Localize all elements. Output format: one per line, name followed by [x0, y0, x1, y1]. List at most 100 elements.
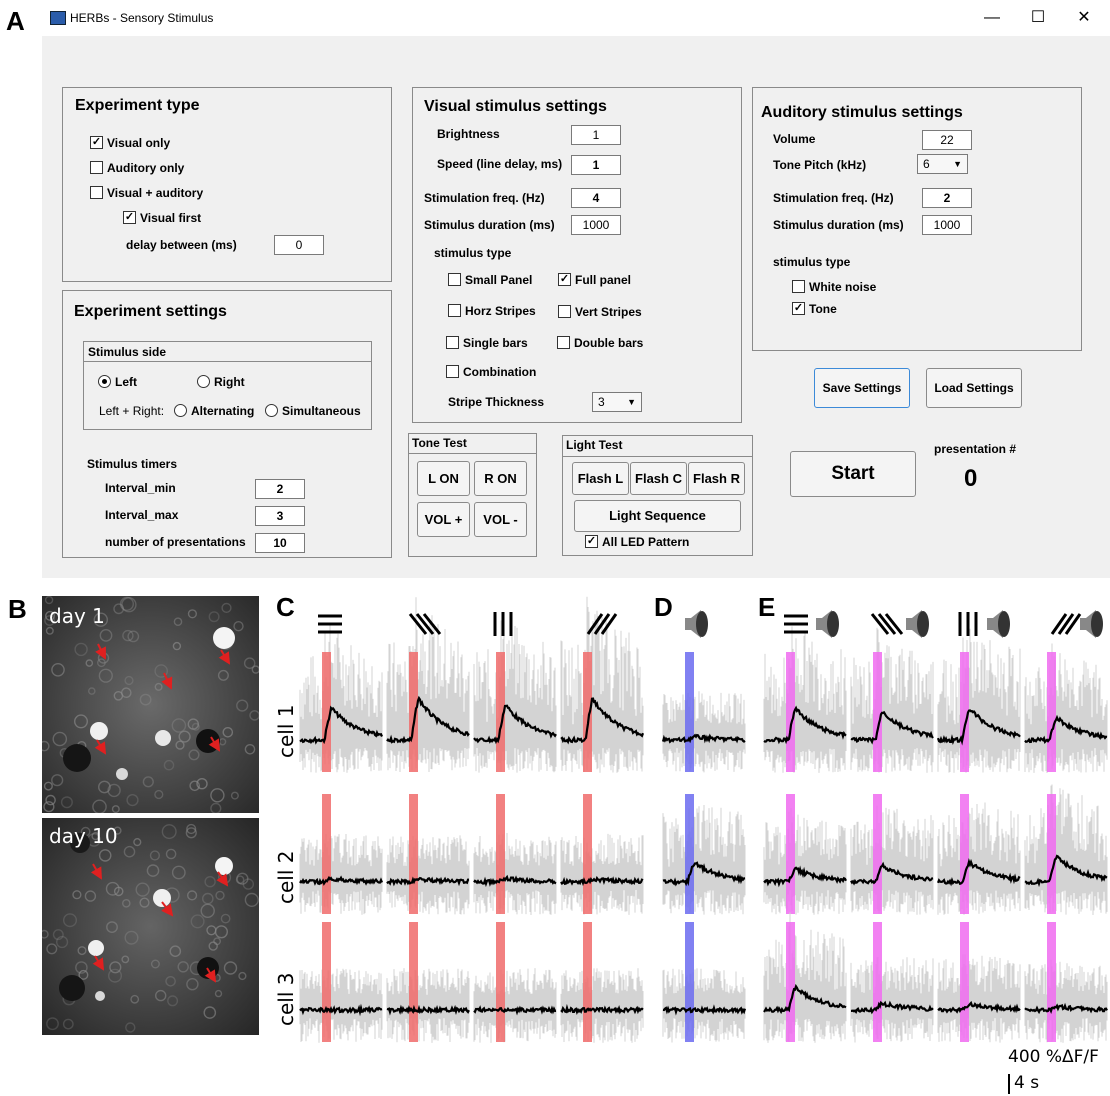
- start-button[interactable]: Start: [790, 451, 916, 497]
- flash-c-button[interactable]: Flash C: [630, 462, 687, 495]
- checkbox-box[interactable]: ✓: [792, 302, 805, 315]
- checkbox-box[interactable]: [90, 186, 103, 199]
- checkbox-box[interactable]: ✓: [90, 136, 103, 149]
- stimulus-bar: [685, 794, 694, 914]
- stimulus-timers-title: Stimulus timers: [87, 457, 178, 471]
- small-panel-checkbox[interactable]: Small Panel: [448, 273, 532, 287]
- light-test-title: Light Test: [566, 438, 623, 452]
- tone-checkbox[interactable]: ✓ Tone: [792, 302, 837, 316]
- checkbox-box[interactable]: [448, 273, 461, 286]
- experiment-type-panel: Experiment type ✓ Visual only Auditory on…: [62, 87, 392, 282]
- stimulus-bar: [496, 652, 505, 772]
- save-settings-button[interactable]: Save Settings: [814, 368, 910, 408]
- stripe-thickness-dropdown[interactable]: 3 ▼: [592, 392, 642, 412]
- light-test-panel: Light Test Flash L Flash C Flash R Light…: [562, 435, 753, 556]
- checkbox-box[interactable]: [446, 336, 459, 349]
- trial-traces: [850, 805, 934, 915]
- checkbox-box[interactable]: [558, 305, 571, 318]
- stimulus-bar: [1047, 922, 1056, 1042]
- minimize-button[interactable]: —: [984, 9, 1000, 26]
- interval-min-field[interactable]: 2: [255, 479, 305, 499]
- panel-label-b: B: [8, 594, 27, 624]
- load-settings-button[interactable]: Load Settings: [926, 368, 1022, 408]
- vol-plus-button[interactable]: VOL +: [417, 502, 470, 537]
- stimulus-bar: [409, 652, 418, 772]
- mean-trace: [1024, 1002, 1108, 1015]
- scale-bar: [1008, 1074, 1010, 1094]
- r-on-button[interactable]: R ON: [474, 461, 527, 496]
- trial-traces: [763, 808, 847, 915]
- visual-only-checkbox[interactable]: ✓ Visual only: [90, 136, 170, 150]
- flash-r-button[interactable]: Flash R: [688, 462, 745, 495]
- radio-circle[interactable]: [197, 375, 210, 388]
- presentations-field[interactable]: 10: [255, 533, 305, 553]
- panel-label-e: E: [758, 592, 776, 622]
- auditory-freq-field[interactable]: 2: [922, 188, 972, 208]
- light-sequence-button[interactable]: Light Sequence: [574, 500, 741, 532]
- single-bars-checkbox[interactable]: Single bars: [446, 336, 528, 350]
- auditory-duration-field[interactable]: 1000: [922, 215, 972, 235]
- radio-circle[interactable]: [98, 375, 111, 388]
- vert-stripes-checkbox[interactable]: Vert Stripes: [558, 305, 642, 319]
- full-panel-checkbox[interactable]: ✓ Full panel: [558, 273, 631, 287]
- pitch-dropdown[interactable]: 6 ▼: [917, 154, 968, 174]
- maximize-button[interactable]: ☐: [1030, 9, 1046, 26]
- radio-circle[interactable]: [174, 404, 187, 417]
- visual-first-label: Visual first: [140, 211, 202, 225]
- presentations-label: number of presentations: [105, 535, 246, 549]
- close-button[interactable]: ✕: [1077, 9, 1091, 26]
- radio-circle[interactable]: [265, 404, 278, 417]
- tone-test-title: Tone Test: [412, 436, 467, 450]
- diagonal-stripes-icon: [408, 613, 442, 635]
- mean-trace: [386, 876, 470, 887]
- checkbox-box[interactable]: [792, 280, 805, 293]
- visual-auditory-checkbox[interactable]: Visual + auditory: [90, 186, 203, 200]
- alternating-radio[interactable]: Alternating: [174, 404, 254, 418]
- l-on-button[interactable]: L ON: [417, 461, 470, 496]
- title-bar: HERBs - Sensory Stimulus — ☐ ✕: [42, 0, 1110, 36]
- visual-freq-field[interactable]: 4: [571, 188, 621, 208]
- vol-minus-button[interactable]: VOL -: [474, 502, 527, 537]
- speed-field[interactable]: 1: [571, 155, 621, 175]
- brightness-field[interactable]: 1: [571, 125, 621, 145]
- all-led-pattern-checkbox[interactable]: ✓ All LED Pattern: [585, 535, 689, 549]
- horz-stripes-checkbox[interactable]: Horz Stripes: [448, 304, 536, 318]
- stimulus-bar: [583, 794, 592, 914]
- delay-field[interactable]: 0: [274, 235, 324, 255]
- visual-duration-field[interactable]: 1000: [571, 215, 621, 235]
- visual-only-label: Visual only: [107, 136, 171, 150]
- stimulus-bar: [786, 794, 795, 914]
- stimulus-bar: [322, 794, 331, 914]
- trial-traces: [560, 833, 644, 915]
- mean-trace: [473, 704, 557, 745]
- radio-dot: [102, 379, 107, 384]
- checkbox-box[interactable]: [446, 365, 459, 378]
- combination-checkbox[interactable]: Combination: [446, 365, 536, 379]
- panel-label-c: C: [276, 592, 295, 622]
- left-radio[interactable]: Left: [98, 375, 137, 389]
- checkbox-box[interactable]: ✓: [558, 273, 571, 286]
- right-radio[interactable]: Right: [197, 375, 245, 389]
- stripe-thickness-value: 3: [598, 395, 605, 409]
- double-bars-checkbox[interactable]: Double bars: [557, 336, 643, 350]
- checkbox-box[interactable]: [448, 304, 461, 317]
- checkbox-box[interactable]: [90, 161, 103, 174]
- imaging-day1: day 1: [42, 596, 259, 813]
- white-noise-checkbox[interactable]: White noise: [792, 280, 876, 294]
- brightness-label: Brightness: [437, 127, 500, 141]
- auditory-only-checkbox[interactable]: Auditory only: [90, 161, 184, 175]
- divider: [409, 453, 536, 454]
- auditory-freq-label: Stimulation freq. (Hz): [773, 191, 894, 205]
- volume-field[interactable]: 22: [922, 130, 972, 150]
- checkbox-box[interactable]: [557, 336, 570, 349]
- presentation-label: presentation #: [934, 442, 1017, 456]
- stimulus-bar: [685, 652, 694, 772]
- flash-l-button[interactable]: Flash L: [572, 462, 629, 495]
- checkbox-box[interactable]: ✓: [123, 211, 136, 224]
- visual-first-checkbox[interactable]: ✓ Visual first: [123, 211, 201, 225]
- stimulus-bar: [786, 922, 795, 1042]
- interval-max-field[interactable]: 3: [255, 506, 305, 526]
- simultaneous-radio[interactable]: Simultaneous: [265, 404, 361, 418]
- stimulus-side-title: Stimulus side: [88, 345, 167, 359]
- checkbox-box[interactable]: ✓: [585, 535, 598, 548]
